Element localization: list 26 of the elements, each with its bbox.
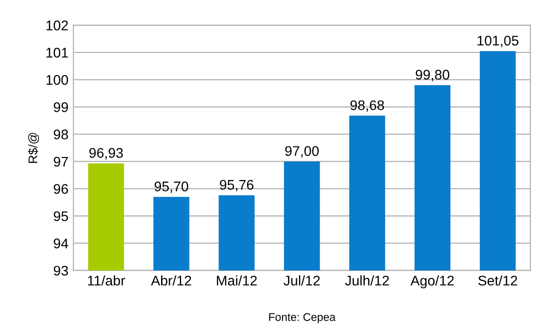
x-tick-label: Set/12	[478, 275, 518, 286]
x-tick-label: 11/abr	[88, 275, 126, 286]
data-label: 101,05	[478, 36, 518, 48]
y-tick-label: 95	[54, 211, 68, 222]
data-label: 95,76	[220, 180, 254, 192]
y-tick-label: 101	[46, 48, 68, 58]
x-tick-label: Abr/12	[150, 275, 192, 286]
y-tick-label: 100	[46, 75, 68, 85]
y-axis-title: R$/@	[28, 132, 39, 163]
y-tick-label: 99	[54, 102, 68, 112]
data-label: 99,80	[416, 70, 450, 82]
x-tick-label: Mai/12	[216, 275, 257, 286]
x-tick-label: Julh/12	[345, 275, 389, 286]
y-tick-label: 93	[54, 266, 68, 276]
x-tick-label: Jul/12	[284, 275, 320, 286]
data-label: 95,70	[154, 182, 188, 194]
y-tick-label: 96	[54, 184, 68, 194]
data-label: 97,00	[285, 146, 319, 158]
data-label: 98,68	[350, 100, 384, 112]
y-tick-label: 97	[54, 156, 68, 167]
y-tick-label: 102	[46, 20, 68, 30]
source-note: Fonte: Cepea	[269, 313, 336, 324]
y-tick-label: 94	[54, 238, 68, 248]
x-tick-label: Ago/12	[410, 275, 454, 288]
data-label: 96,93	[89, 148, 123, 160]
y-tick-label: 98	[54, 130, 68, 140]
